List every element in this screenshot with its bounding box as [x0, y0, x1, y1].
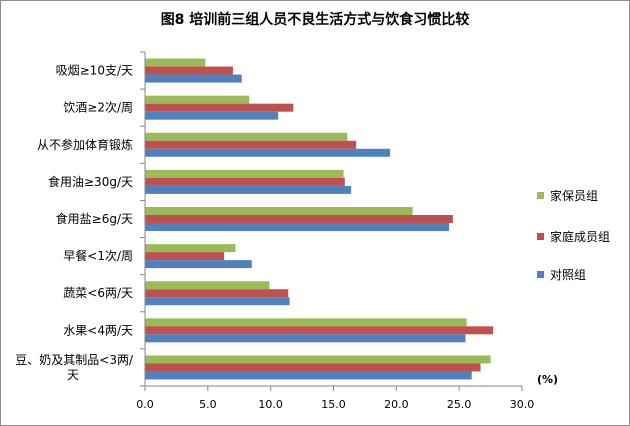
bar-jiabaoyuan-0: [145, 58, 206, 67]
category-label-5: 早餐<1次/周: [63, 248, 133, 263]
bar-jiabaoyuan-4: [145, 207, 413, 215]
bar-jiating-8: [145, 363, 481, 372]
bar-jiabaoyuan-8: [145, 355, 491, 364]
bar-duizhao-2: [145, 148, 391, 157]
x-tick-label-5: 25.0: [447, 398, 472, 411]
bar-duizhao-1: [145, 111, 279, 120]
bar-duizhao-3: [145, 185, 352, 194]
legend-swatch-2: [537, 271, 544, 278]
chart-title: 图8 培训前三组人员不良生活方式与饮食习惯比较: [161, 11, 470, 28]
x-tick-label-0: 0.0: [136, 398, 154, 411]
plot-area: 吸烟≥10支/天饮酒≥2次/周从不参加体育锻炼食用油≥30g/天食用盐≥6g/天…: [15, 51, 535, 411]
unit-label: (%): [537, 373, 558, 386]
bar-jiabaoyuan-5: [145, 244, 236, 253]
bar-jiabaoyuan-2: [145, 132, 348, 141]
legend-label-0: 家保员组: [550, 188, 598, 203]
bar-jiabaoyuan-1: [145, 95, 250, 104]
x-tick-label-4: 20.0: [384, 398, 409, 411]
bar-jiating-5: [145, 252, 225, 261]
x-tick-label-6: 30.0: [510, 398, 535, 411]
bar-duizhao-8: [145, 371, 472, 380]
x-tick-label-1: 5.0: [199, 398, 217, 411]
bar-duizhao-6: [145, 297, 290, 306]
category-label-4: 食用盐≥6g/天: [56, 211, 133, 226]
category-label-7: 水果<4两/天: [63, 323, 133, 337]
legend-swatch-1: [537, 233, 544, 240]
bar-duizhao-5: [145, 260, 252, 269]
category-label-2: 从不参加体育锻炼: [37, 137, 133, 152]
category-label-8: 豆、奶及其制品<3两/: [15, 353, 134, 367]
bar-jiabaoyuan-6: [145, 281, 270, 290]
legend-label-1: 家庭成员组: [550, 229, 610, 244]
bar-jiating-3: [145, 177, 345, 186]
bar-jiabaoyuan-3: [145, 169, 344, 178]
legend-label-2: 对照组: [550, 268, 586, 282]
bar-jiabaoyuan-7: [145, 318, 467, 327]
bar-jiating-2: [145, 140, 357, 149]
category-label-3: 食用油≥30g/天: [48, 174, 133, 189]
x-tick-label-3: 15.0: [321, 398, 346, 411]
category-label-8-line2: 天: [67, 368, 79, 382]
bar-jiating-1: [145, 103, 294, 112]
legend-swatch-0: [537, 192, 544, 199]
bar-jiating-4: [145, 215, 453, 223]
bar-duizhao-7: [145, 334, 466, 343]
bar-jiating-6: [145, 289, 289, 298]
x-tick-label-2: 10.0: [258, 398, 283, 411]
bar-duizhao-0: [145, 74, 242, 83]
bar-duizhao-4: [145, 223, 450, 231]
category-label-1: 饮酒≥2次/周: [63, 101, 133, 115]
bar-jiating-0: [145, 66, 233, 75]
bar-jiating-7: [145, 326, 494, 335]
category-label-0: 吸烟≥10支/天: [56, 64, 133, 78]
category-label-6: 蔬菜<6两/天: [63, 286, 133, 300]
